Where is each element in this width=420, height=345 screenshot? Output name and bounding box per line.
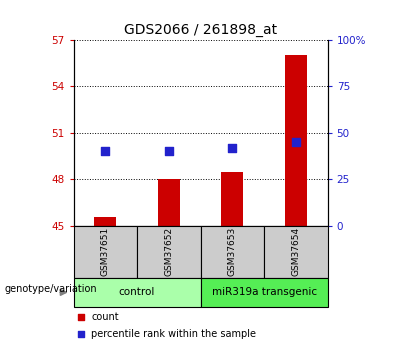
Point	[78, 314, 84, 319]
Bar	[74, 278, 201, 307]
Text: genotype/variation: genotype/variation	[4, 284, 97, 294]
Text: count: count	[91, 312, 119, 322]
Title: GDS2066 / 261898_at: GDS2066 / 261898_at	[124, 23, 277, 37]
Bar	[94, 217, 116, 226]
Point	[78, 331, 84, 337]
Bar	[201, 278, 328, 307]
Bar	[201, 226, 264, 278]
Text: GSM37651: GSM37651	[101, 227, 110, 276]
Bar	[285, 55, 307, 226]
Bar	[221, 172, 244, 226]
Bar	[264, 226, 328, 278]
Text: miR319a transgenic: miR319a transgenic	[212, 287, 317, 297]
Text: GSM37654: GSM37654	[291, 227, 300, 276]
Text: GSM37653: GSM37653	[228, 227, 237, 276]
Text: percentile rank within the sample: percentile rank within the sample	[91, 329, 256, 339]
Bar	[158, 179, 180, 226]
Text: GSM37652: GSM37652	[164, 227, 173, 276]
Bar	[137, 226, 201, 278]
Bar	[74, 226, 137, 278]
Point	[229, 145, 236, 150]
Point	[165, 149, 172, 154]
Text: control: control	[119, 287, 155, 297]
Point	[292, 139, 299, 145]
Point	[102, 149, 109, 154]
